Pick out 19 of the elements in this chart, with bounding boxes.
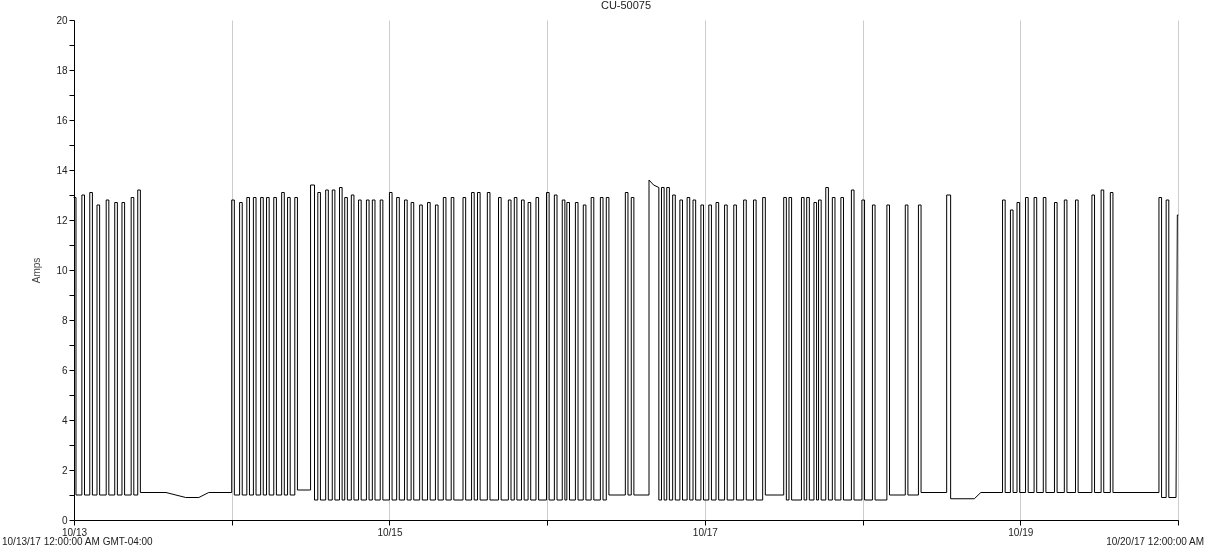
x-tick-label: 10/17 xyxy=(692,526,719,538)
y-tick-label: 4 xyxy=(61,414,68,426)
y-tick-label: 14 xyxy=(56,164,68,176)
y-tick-label: 12 xyxy=(56,214,68,226)
y-tick-label: 18 xyxy=(56,64,68,76)
y-axis-title: Amps xyxy=(31,257,43,284)
y-tick-label: 2 xyxy=(61,464,68,476)
x-tick-label: 10/15 xyxy=(377,526,403,538)
y-tick-label: 10 xyxy=(56,264,68,276)
y-tick-label: 8 xyxy=(61,314,68,326)
x-tick-label: 10/19 xyxy=(1008,526,1034,538)
y-tick-label: 20 xyxy=(56,14,68,26)
text: 10/13/17 12:00:00 AM GMT-04:00 xyxy=(2,536,153,547)
text: 10/20/17 12:00:00 AM xyxy=(1106,536,1204,547)
chart-title: CU-50075 xyxy=(600,0,652,11)
y-tick-label: 0 xyxy=(61,514,68,526)
x-tick-label: 10/13 xyxy=(61,526,88,538)
y-tick-label: 16 xyxy=(56,114,68,126)
y-tick-label: 6 xyxy=(61,364,68,376)
